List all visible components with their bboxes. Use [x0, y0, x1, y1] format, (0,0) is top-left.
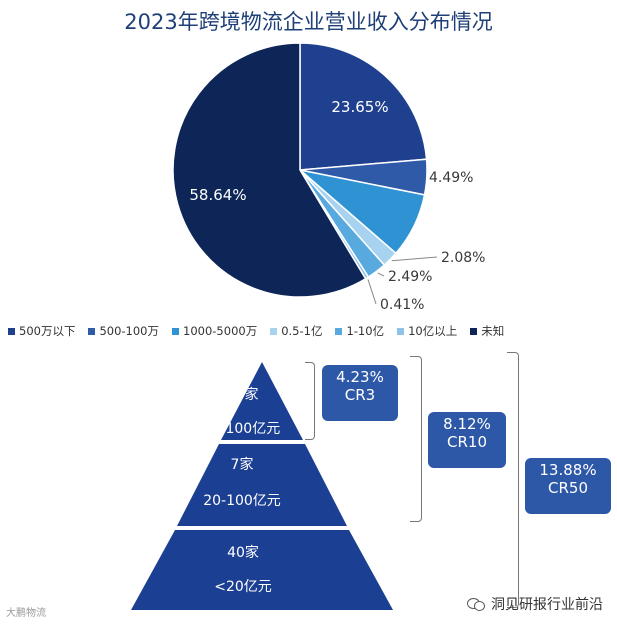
cr3-value: 4.23%: [336, 368, 384, 386]
legend-swatch: [8, 327, 15, 335]
bracket-cr10: [410, 356, 422, 522]
pie-leader-3: [391, 256, 438, 262]
pie-labels: 23.65% 4.49% 2.08% 2.49% 0.41% 58.64%: [189, 98, 485, 313]
tier-1-count: 3家: [236, 386, 259, 403]
legend-item-0: 500万以下: [8, 323, 75, 339]
legend-item-5: 10亿以上: [397, 323, 457, 339]
pie-slice-0: [299, 42, 428, 171]
pie-slices: [172, 42, 428, 298]
tier-3-count: 40家: [227, 544, 259, 561]
pie-label-0: 23.65%: [331, 98, 388, 116]
tier-2-count: 7家: [231, 456, 254, 473]
legend-swatch: [172, 327, 180, 335]
legend-item-2: 1000-5000万: [172, 323, 257, 339]
legend-swatch: [397, 327, 405, 335]
pie-slice-6: [172, 42, 367, 298]
pie-leader-4: [377, 272, 385, 277]
legend-label: 未知: [481, 324, 505, 338]
pyramid-tier-1: [221, 362, 303, 440]
cr50-box: 13.88% CR50: [525, 458, 611, 514]
cr10-value: 8.12%: [443, 415, 491, 433]
legend-item-4: 1-10亿: [335, 323, 384, 339]
pie-leader-5: [367, 279, 377, 305]
source-left: 大鹏物流: [6, 608, 46, 619]
pie-label-6: 58.64%: [189, 186, 246, 204]
legend-label: 0.5-1亿: [281, 324, 323, 338]
tier-1-range: >100亿元: [214, 421, 280, 437]
legend-label: 500-100万: [99, 324, 160, 338]
source-right: 洞见研报行业前沿: [467, 594, 603, 614]
cr50-value: 13.88%: [539, 461, 597, 479]
legend-item-1: 500-100万: [88, 323, 159, 339]
bracket-cr3: [305, 362, 315, 440]
pie-legend: 500万以下 500-100万 1000-5000万 0.5-1亿 1-10亿 10亿以上…: [8, 323, 608, 339]
pie-label-3: 2.08%: [441, 250, 485, 266]
legend-label: 1000-5000万: [183, 324, 258, 338]
legend-label: 500万以下: [19, 324, 76, 338]
pie-chart: 23.65% 4.49% 2.08% 2.49% 0.41% 58.64%: [172, 42, 485, 313]
tier-3-range: <20亿元: [214, 579, 272, 595]
bracket-cr50: [507, 352, 519, 608]
source-right-text: 洞见研报行业前沿: [491, 597, 603, 613]
legend-swatch: [470, 327, 478, 335]
cr50-label: CR50: [548, 479, 588, 497]
pie-label-5: 0.41%: [380, 297, 424, 313]
cr10-box: 8.12% CR10: [428, 412, 506, 468]
legend-swatch: [88, 327, 96, 335]
pyramid-tier-2: [177, 444, 347, 526]
legend-item-3: 0.5-1亿: [270, 323, 322, 339]
legend-swatch: [270, 327, 278, 335]
legend-label: 1-10亿: [346, 324, 385, 338]
chart-title: 2023年跨境物流企业营业收入分布情况: [124, 10, 493, 34]
pie-label-4: 2.49%: [388, 269, 432, 285]
legend-label: 10亿以上: [408, 324, 458, 338]
cr3-label: CR3: [344, 386, 376, 404]
pie-leader-lines: [367, 256, 438, 305]
legend-item-6: 未知: [470, 323, 504, 339]
cr10-label: CR10: [447, 433, 487, 451]
tier-2-range: 20-100亿元: [203, 493, 281, 509]
pyramid-tier-3: [131, 530, 393, 610]
pie-label-1: 4.49%: [429, 170, 473, 186]
cr3-box: 4.23% CR3: [322, 365, 398, 421]
wechat-icon: [467, 597, 485, 611]
legend-swatch: [335, 327, 343, 335]
